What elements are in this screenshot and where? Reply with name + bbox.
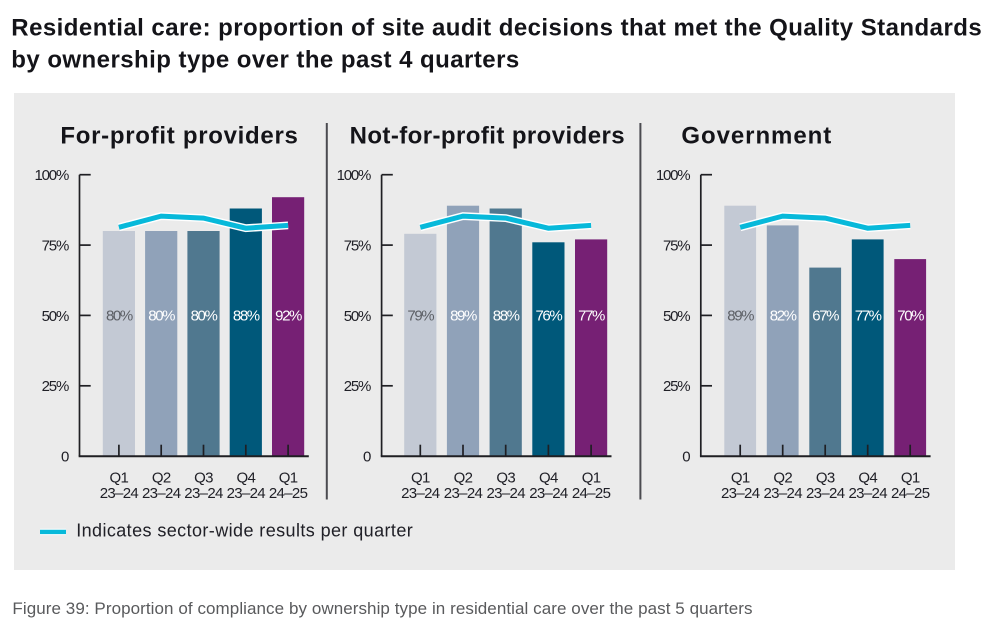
svg-text:Q2: Q2 <box>454 469 473 486</box>
svg-text:80%: 80% <box>106 307 133 324</box>
svg-text:100%: 100% <box>656 167 690 184</box>
svg-text:Q4: Q4 <box>236 469 255 486</box>
svg-text:23–24: 23–24 <box>721 485 760 502</box>
svg-text:23–24: 23–24 <box>401 485 440 502</box>
svg-text:75%: 75% <box>663 238 690 255</box>
svg-text:0: 0 <box>61 449 69 466</box>
svg-text:Q3: Q3 <box>194 469 213 486</box>
svg-text:82%: 82% <box>770 307 797 324</box>
svg-text:23–24: 23–24 <box>100 485 139 502</box>
svg-text:23–24: 23–24 <box>227 485 266 502</box>
svg-text:0: 0 <box>363 449 371 466</box>
svg-text:by ownership type over the pas: by ownership type over the past 4 quarte… <box>11 47 519 74</box>
svg-text:25%: 25% <box>42 378 69 395</box>
svg-text:80%: 80% <box>148 307 175 324</box>
svg-text:50%: 50% <box>42 308 69 325</box>
svg-text:Q3: Q3 <box>496 469 515 486</box>
svg-text:24–25: 24–25 <box>269 485 308 502</box>
svg-text:23–24: 23–24 <box>486 485 525 502</box>
svg-text:Q2: Q2 <box>152 469 171 486</box>
svg-text:23–24: 23–24 <box>184 485 223 502</box>
svg-text:23–24: 23–24 <box>142 485 181 502</box>
svg-text:80%: 80% <box>191 307 218 324</box>
svg-text:75%: 75% <box>344 238 371 255</box>
svg-text:23–24: 23–24 <box>529 485 568 502</box>
svg-text:24–25: 24–25 <box>891 485 930 502</box>
svg-text:Q2: Q2 <box>773 469 792 486</box>
svg-text:76%: 76% <box>535 307 562 324</box>
svg-text:23–24: 23–24 <box>444 485 483 502</box>
svg-text:0: 0 <box>682 449 690 466</box>
svg-text:25%: 25% <box>663 378 690 395</box>
svg-text:Government: Government <box>681 122 832 149</box>
svg-text:75%: 75% <box>42 238 69 255</box>
svg-text:24–25: 24–25 <box>572 485 611 502</box>
svg-text:100%: 100% <box>35 167 69 184</box>
svg-text:25%: 25% <box>344 378 371 395</box>
svg-text:For-profit providers: For-profit providers <box>60 122 298 149</box>
svg-text:Q1: Q1 <box>110 469 129 486</box>
svg-text:Q4: Q4 <box>858 469 877 486</box>
svg-text:89%: 89% <box>727 307 754 324</box>
svg-text:Q1: Q1 <box>901 469 920 486</box>
svg-text:77%: 77% <box>578 307 605 324</box>
svg-text:Q3: Q3 <box>816 469 835 486</box>
svg-text:89%: 89% <box>450 307 477 324</box>
svg-text:23–24: 23–24 <box>806 485 845 502</box>
svg-text:Q1: Q1 <box>731 469 750 486</box>
svg-text:Not-for-profit providers: Not-for-profit providers <box>350 122 625 149</box>
svg-text:79%: 79% <box>407 307 434 324</box>
svg-text:100%: 100% <box>337 167 371 184</box>
svg-text:88%: 88% <box>233 307 260 324</box>
svg-text:Residential care: proportion o: Residential care: proportion of site aud… <box>11 15 982 42</box>
svg-text:77%: 77% <box>855 307 882 324</box>
svg-text:70%: 70% <box>897 307 924 324</box>
svg-text:Q1: Q1 <box>279 469 298 486</box>
svg-text:88%: 88% <box>493 307 520 324</box>
svg-text:67%: 67% <box>812 307 839 324</box>
svg-text:50%: 50% <box>663 308 690 325</box>
svg-text:92%: 92% <box>275 307 302 324</box>
svg-text:Indicates sector-wide results: Indicates sector-wide results per quarte… <box>76 521 413 541</box>
svg-text:23–24: 23–24 <box>763 485 802 502</box>
svg-text:23–24: 23–24 <box>848 485 887 502</box>
svg-text:50%: 50% <box>344 308 371 325</box>
svg-text:Q1: Q1 <box>411 469 430 486</box>
svg-text:Q1: Q1 <box>582 469 601 486</box>
svg-text:Q4: Q4 <box>539 469 558 486</box>
svg-text:Figure 39: Proportion of compl: Figure 39: Proportion of compliance by o… <box>12 599 752 618</box>
